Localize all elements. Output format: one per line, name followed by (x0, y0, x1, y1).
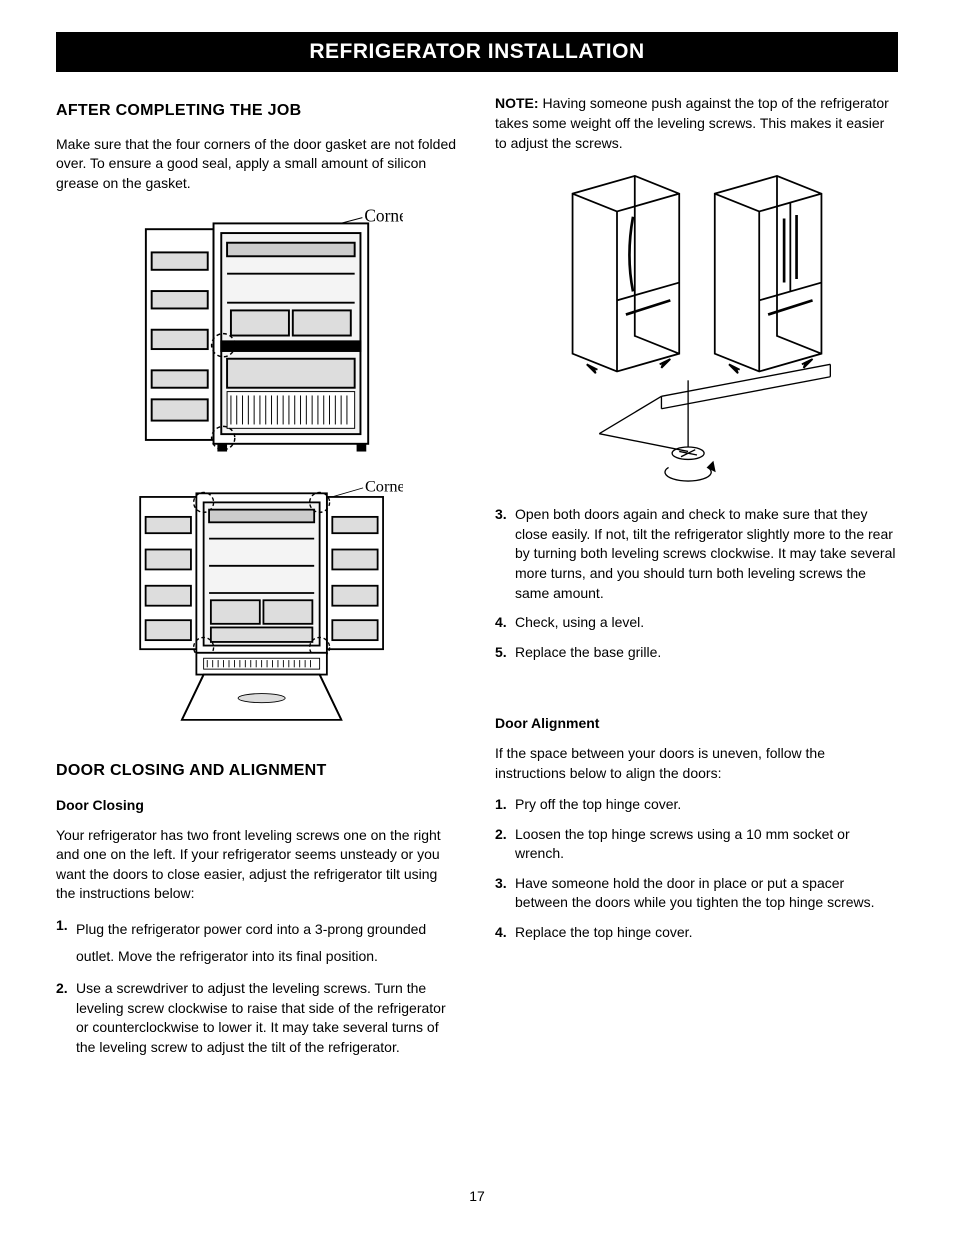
section-after-completing-title: AFTER COMPLETING THE JOB (56, 100, 459, 122)
door-closing-steps: 1.Plug the refrigerator power cord into … (56, 916, 459, 1058)
note-label: NOTE: (495, 95, 539, 111)
figure1-corner-label: Corner (364, 206, 403, 225)
list-item: 4.Check, using a level. (495, 613, 898, 633)
right-column: NOTE: Having someone push against the to… (495, 94, 898, 1067)
note-body: Having someone push against the top of t… (495, 95, 889, 150)
left-column: AFTER COMPLETING THE JOB Make sure that … (56, 94, 459, 1067)
two-column-layout: AFTER COMPLETING THE JOB Make sure that … (56, 94, 898, 1067)
page-number: 17 (0, 1187, 954, 1207)
list-item: 2.Loosen the top hinge screws using a 10… (495, 825, 898, 864)
section-door-closing-title: DOOR CLOSING AND ALIGNMENT (56, 760, 459, 782)
list-item: 3.Open both doors again and check to mak… (495, 505, 898, 603)
list-item: 1.Plug the refrigerator power cord into … (56, 916, 459, 969)
door-alignment-steps: 1.Pry off the top hinge cover. 2.Loosen … (495, 795, 898, 943)
list-item: 2.Use a screwdriver to adjust the leveli… (56, 979, 459, 1057)
door-closing-steps-continued: 3.Open both doors again and check to mak… (495, 505, 898, 662)
note-paragraph: NOTE: Having someone push against the to… (495, 94, 898, 153)
figure-leveling (537, 167, 857, 487)
door-closing-heading: Door Closing (56, 796, 459, 816)
figure-fridge-open-french-door: Corner (113, 477, 403, 740)
list-item: 5.Replace the base grille. (495, 643, 898, 663)
page-header-bar: REFRIGERATOR INSTALLATION (56, 32, 898, 72)
door-closing-intro: Your refrigerator has two front leveling… (56, 826, 459, 904)
list-item: 1.Pry off the top hinge cover. (495, 795, 898, 815)
door-alignment-heading: Door Alignment (495, 714, 898, 734)
section-after-completing-body: Make sure that the four corners of the d… (56, 135, 459, 194)
door-alignment-intro: If the space between your doors is uneve… (495, 744, 898, 783)
figure2-corner-label: Corner (364, 477, 402, 496)
list-item: 4.Replace the top hinge cover. (495, 923, 898, 943)
list-item: 3.Have someone hold the door in place or… (495, 874, 898, 913)
figure-fridge-open-single-door: Corner (113, 206, 403, 457)
